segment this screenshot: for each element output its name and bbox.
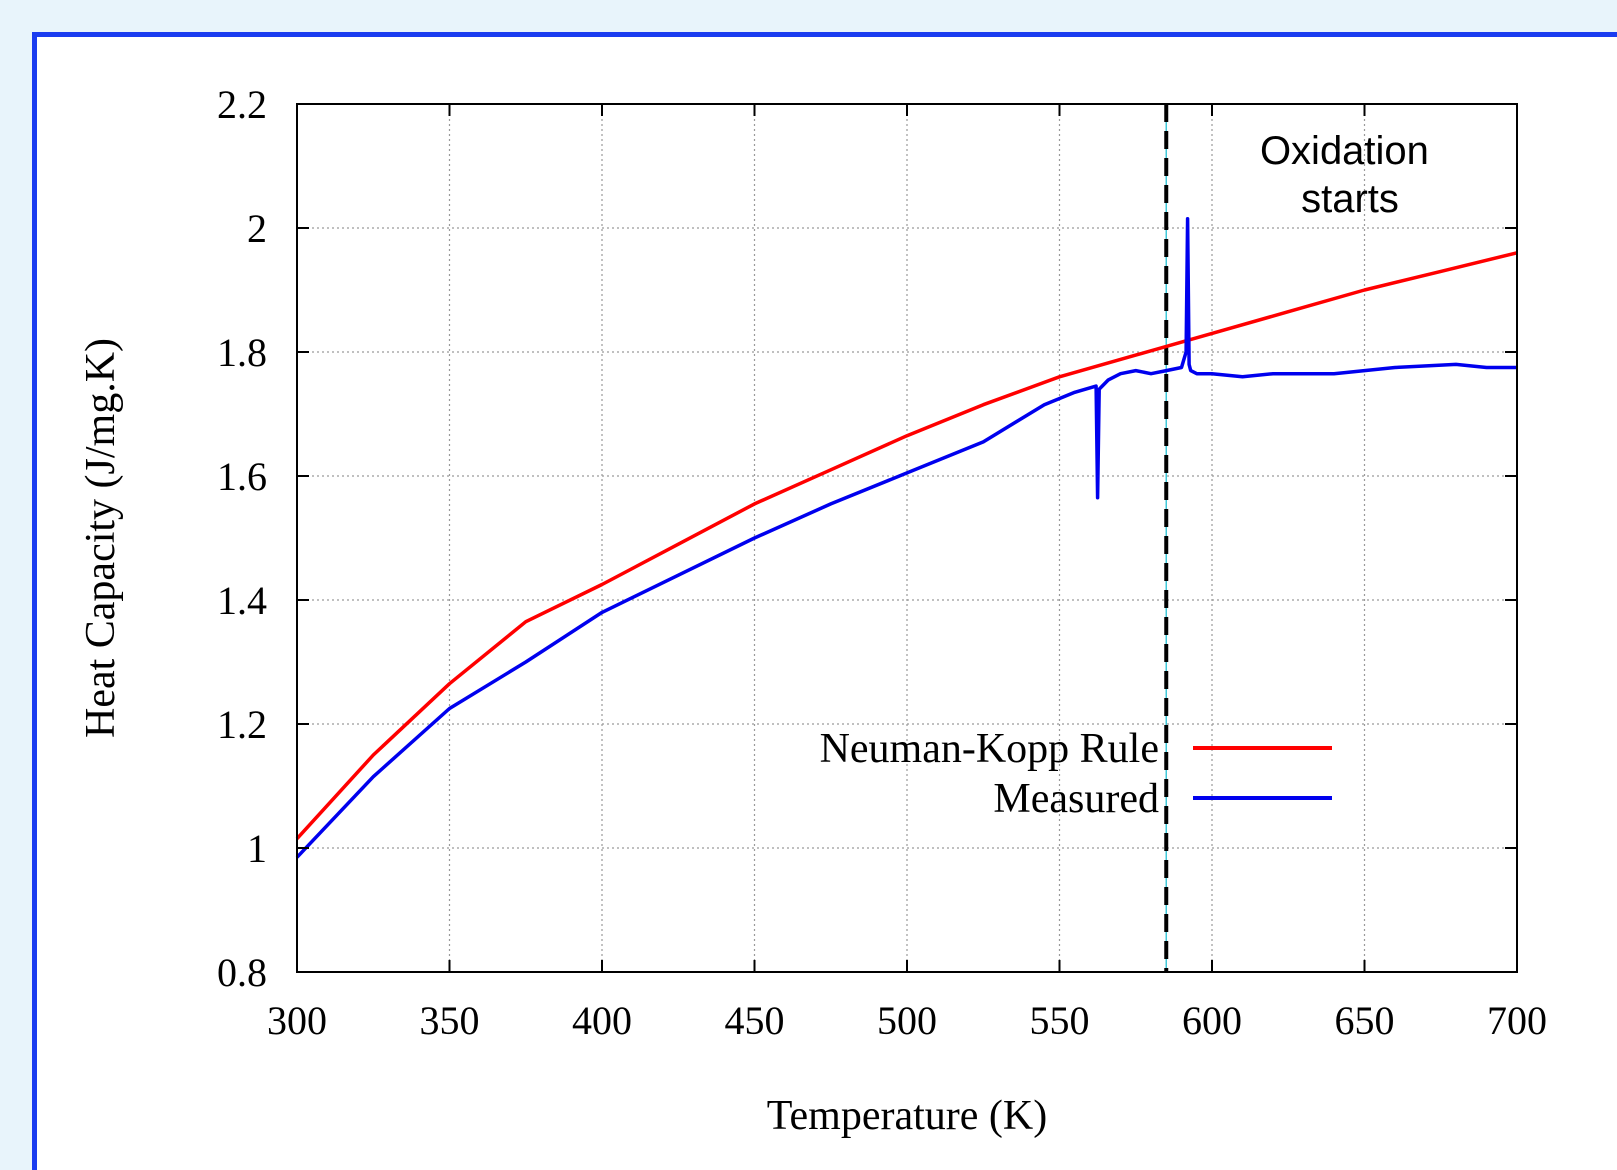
x-tick-label: 400 [572,998,632,1043]
y-tick-label: 1 [247,826,267,871]
y-tick-label: 1.2 [217,702,267,747]
tick-labels: 300 350 400 450 500 550 600 650 700 0.8 1 1.2 1.4 1.6… [217,82,1547,1043]
series-line-neuman-kopp-rule [295,251,1518,840]
figure-frame: 300 350 400 450 500 550 600 650 700 0.8 1 1.2 1.4 1.6… [32,32,1617,1170]
tick-marks [296,103,1518,973]
legend: Neuman-Kopp Rule Measured [820,726,1332,822]
series-line-measured [295,216,1517,859]
y-tick-label: 2.2 [217,82,267,127]
y-tick-label: 1.8 [217,330,267,375]
x-tick-label: 550 [1030,998,1090,1043]
oxidation-annotation: Oxidation starts [1260,129,1440,221]
x-tick-label: 650 [1335,998,1395,1043]
y-axis-label: Heat Capacity (J/mg.K) [78,338,124,738]
legend-label-neuman-kopp: Neuman-Kopp Rule [820,726,1159,772]
y-tick-label: 1.4 [217,578,267,623]
series-lines [295,216,1518,859]
x-tick-label: 300 [267,998,327,1043]
oxidation-annotation-line-2: starts [1301,177,1399,221]
heat-capacity-chart: 300 350 400 450 500 550 600 650 700 0.8 1 1.2 1.4 1.6… [78,82,1547,1139]
legend-label-measured: Measured [993,776,1159,822]
x-axis-label: Temperature (K) [767,1093,1047,1139]
x-tick-label: 600 [1182,998,1242,1043]
x-tick-label: 350 [420,998,480,1043]
x-tick-label: 500 [877,998,937,1043]
x-tick-label: 450 [725,998,785,1043]
x-tick-label: 700 [1487,998,1547,1043]
oxidation-annotation-line-1: Oxidation [1260,129,1429,173]
y-tick-label: 0.8 [217,950,267,995]
grid [297,104,1517,972]
y-tick-label: 1.6 [217,454,267,499]
y-tick-label: 2 [247,206,267,251]
